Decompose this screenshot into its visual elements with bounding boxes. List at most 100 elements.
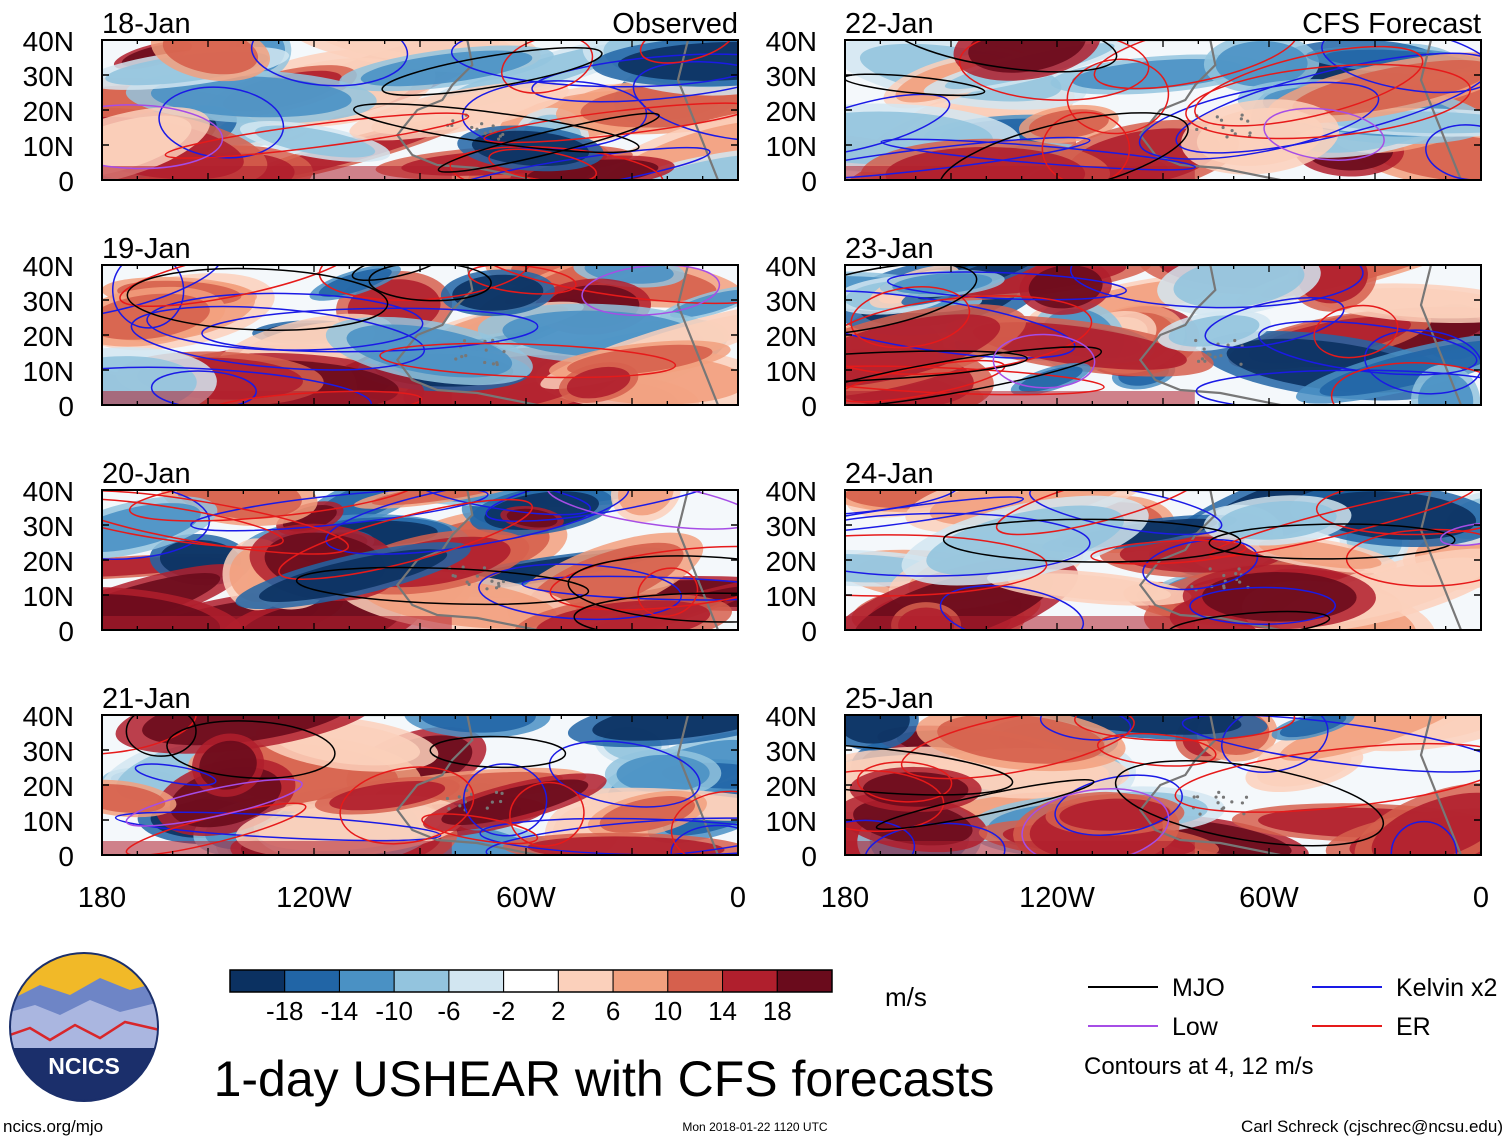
shear-blob-core xyxy=(566,366,631,399)
coastline xyxy=(337,715,538,855)
shear-blob-core xyxy=(617,490,674,516)
map-panel-18-jan: 40N 30N 20N 10N 0 18-Jan Observed xyxy=(23,8,739,197)
shear-blob-core xyxy=(371,87,547,135)
island xyxy=(494,586,499,590)
contour-line xyxy=(1258,320,1478,376)
contour-line xyxy=(888,40,1118,73)
shear-blob xyxy=(1290,490,1481,548)
island xyxy=(475,127,479,131)
contour-line xyxy=(632,60,738,142)
contour-line xyxy=(1041,111,1131,180)
island xyxy=(1246,119,1250,123)
y-tick-label: 30N xyxy=(766,736,817,767)
island xyxy=(1221,125,1225,130)
island xyxy=(1225,135,1229,139)
shear-blob xyxy=(901,495,1149,586)
x-tick-label: 0 xyxy=(730,882,746,914)
colorbar-swatch xyxy=(284,969,340,993)
x-tick-label: 120W xyxy=(1019,882,1095,914)
island xyxy=(1214,795,1218,799)
contour-line xyxy=(845,769,945,832)
island xyxy=(465,788,469,793)
colorbar-swatch xyxy=(776,969,833,993)
shear-blob xyxy=(1354,782,1481,855)
colorbar-swatch xyxy=(448,969,505,993)
island xyxy=(464,354,468,358)
contour-line xyxy=(130,305,426,371)
island xyxy=(1240,113,1244,117)
contour-line xyxy=(845,496,1025,535)
island xyxy=(460,355,464,359)
contour-line xyxy=(1263,107,1385,161)
shear-blob-core xyxy=(618,41,738,81)
panel-date-label: 20-Jan xyxy=(102,458,191,490)
island xyxy=(1217,790,1221,794)
coastline xyxy=(676,490,720,630)
contour-line xyxy=(1066,58,1170,135)
y-tick-label: 10N xyxy=(766,581,817,612)
island xyxy=(498,134,502,138)
x-tick-label: 120W xyxy=(276,882,352,914)
map-panel-25-jan: 40N 30N 20N 10N 0 25-Jan xyxy=(766,683,1482,872)
contour-line xyxy=(295,566,590,606)
island xyxy=(1233,132,1237,136)
contour-line xyxy=(845,73,986,97)
contour-line xyxy=(1330,362,1481,405)
contour-line xyxy=(278,498,534,580)
contour-line xyxy=(449,146,664,180)
colorbar-units: m/s xyxy=(885,982,927,1012)
shear-blob-core xyxy=(102,115,192,178)
island xyxy=(1239,117,1243,121)
shear-blob-core xyxy=(1310,491,1477,540)
contour-line xyxy=(250,40,409,87)
contour-line xyxy=(1321,40,1481,94)
legend-label: Low xyxy=(1172,1013,1219,1041)
island xyxy=(1216,801,1220,805)
y-tick-label: 30N xyxy=(23,736,74,767)
island xyxy=(470,125,474,130)
figure-title: 1-day USHEAR with CFS forecasts xyxy=(214,1051,995,1107)
shear-blob-core xyxy=(1292,60,1481,116)
shear-blob xyxy=(102,106,210,180)
contour-line xyxy=(1313,304,1399,359)
contour-line xyxy=(845,365,1105,396)
colorbar: -18 -14 -10 -6 -2 2 6 10 14 18 m/s xyxy=(229,969,927,1026)
contour-line xyxy=(1181,715,1481,773)
panel-column-title: CFS Forecast xyxy=(1302,8,1481,40)
logo-graph-line xyxy=(10,1020,158,1042)
shear-blob-core xyxy=(150,76,352,118)
colorbar-swatch xyxy=(229,969,286,993)
shear-blob xyxy=(558,362,639,404)
shear-blob-core xyxy=(1215,41,1308,87)
contour-line xyxy=(939,585,1085,630)
colorbar-level-label: 18 xyxy=(763,996,792,1026)
contour-line xyxy=(995,490,1205,536)
contour-line xyxy=(128,490,419,522)
contour-line xyxy=(114,811,442,842)
shear-blob-core xyxy=(1071,59,1244,91)
colorbar-level-label: -2 xyxy=(492,996,515,1026)
island xyxy=(1202,347,1206,351)
contour-line xyxy=(992,333,1096,389)
contour-line xyxy=(485,817,738,855)
shear-blob xyxy=(239,121,391,162)
colorbar-level-label: 14 xyxy=(708,996,737,1026)
equatorial-band xyxy=(845,616,1195,630)
panel-date-label: 18-Jan xyxy=(102,8,191,40)
contour-line xyxy=(845,93,951,157)
shear-blob xyxy=(604,749,722,799)
panel-date-label: 21-Jan xyxy=(102,683,191,715)
contour-line xyxy=(1093,40,1298,90)
island xyxy=(447,807,451,811)
island xyxy=(1238,580,1242,584)
contour-line xyxy=(845,743,1014,796)
colorbar-level-label: -14 xyxy=(321,996,359,1026)
island xyxy=(1222,584,1226,588)
contour-line xyxy=(381,46,603,97)
island xyxy=(1195,127,1199,132)
contour-line xyxy=(845,346,1103,405)
y-tick-label: 40N xyxy=(23,251,74,282)
island xyxy=(485,806,489,810)
contour-line xyxy=(1090,539,1247,565)
